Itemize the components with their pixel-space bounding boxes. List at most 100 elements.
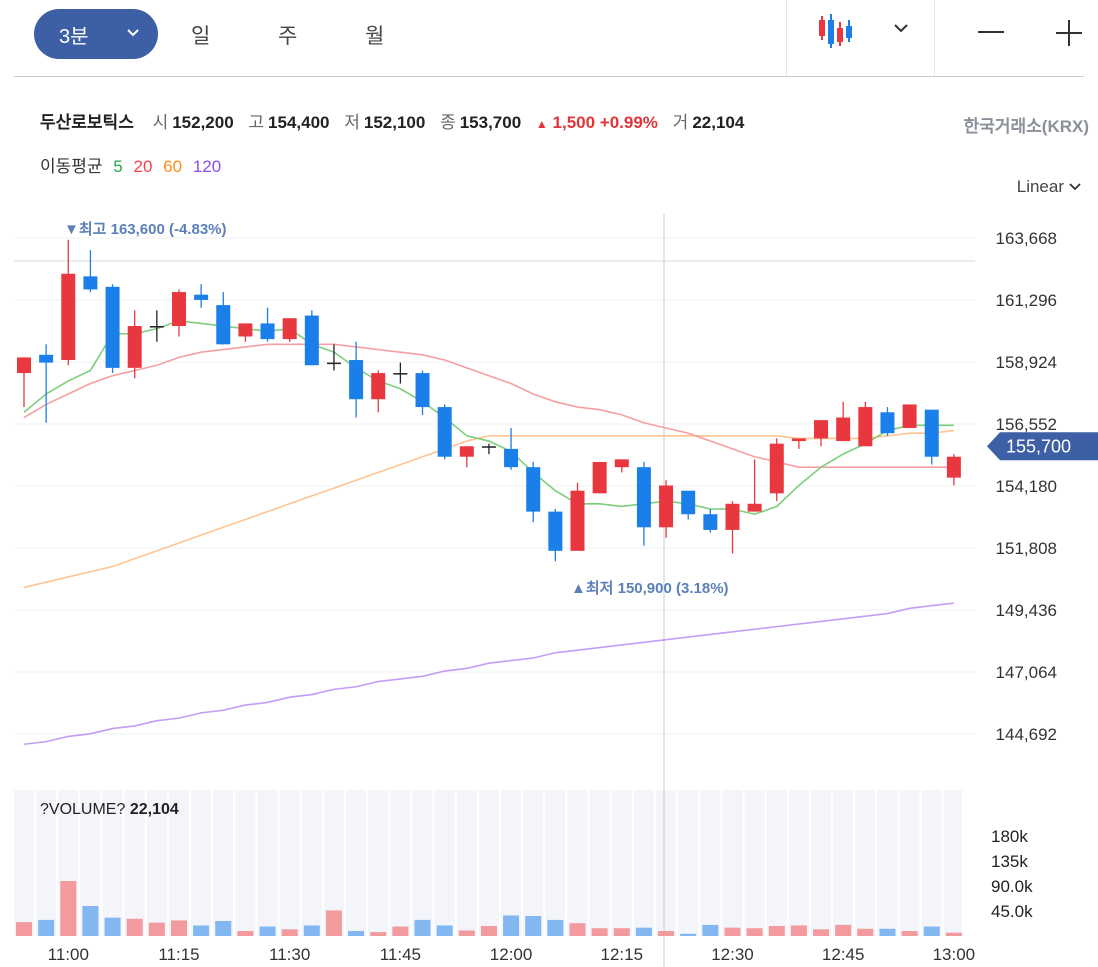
- candle-body: [415, 373, 430, 408]
- open-value: 152,200: [172, 113, 234, 132]
- chevron-down-icon: [1069, 183, 1081, 191]
- tab-week[interactable]: 주: [278, 25, 298, 48]
- candle-body: [83, 276, 98, 290]
- volume-bar: [303, 925, 320, 936]
- low-label: 저: [344, 113, 360, 132]
- close-label: 종: [440, 113, 456, 132]
- volume-value: 22,104: [692, 113, 745, 132]
- tab-month[interactable]: 월: [365, 25, 385, 48]
- ma-20: 20: [133, 157, 153, 176]
- scale-selector[interactable]: Linear: [1017, 177, 1086, 197]
- volume-bar: [503, 915, 520, 936]
- minus-icon[interactable]: [976, 20, 1006, 44]
- candle-body: [548, 511, 563, 551]
- high-annotation: ▼최고 163,600 (-4.83%): [64, 220, 227, 238]
- volume-bar: [591, 928, 608, 936]
- ma-5: 5: [113, 157, 123, 176]
- y-tick-label: 158,924: [996, 353, 1057, 372]
- moving-average-legend[interactable]: 이동평균 5 20 60 120: [40, 152, 227, 177]
- candle-body: [504, 448, 519, 468]
- candle-body: [681, 490, 696, 515]
- volume-legend: ?VOLUME? 22,104: [40, 801, 179, 819]
- candle-body: [194, 294, 209, 300]
- close-value: 153,700: [459, 113, 522, 132]
- candle-body: [238, 323, 253, 337]
- toolbar-divider: [934, 0, 935, 76]
- toolbar-divider-line: [14, 76, 1084, 77]
- candle-body: [17, 357, 31, 374]
- candle-body: [437, 407, 452, 457]
- candle-body: [814, 420, 829, 439]
- x-tick-label: 11:00: [48, 945, 89, 964]
- y-tick-label: 163,668: [996, 229, 1057, 248]
- ma5-line: [23, 319, 954, 516]
- candle-body: [149, 326, 164, 328]
- tab-day[interactable]: 일: [191, 25, 211, 48]
- volume-bar: [126, 918, 143, 936]
- x-tick-label: 13:00: [933, 945, 976, 964]
- x-tick-label: 12:45: [822, 945, 865, 964]
- candle-body: [304, 315, 319, 366]
- candle-body: [349, 360, 364, 400]
- x-tick-label: 12:30: [711, 945, 754, 964]
- volume-legend-value: 22,104: [129, 801, 179, 818]
- toolbar-divider: [786, 0, 787, 76]
- y-tick-label: 149,436: [996, 601, 1057, 620]
- toolbar: 3분 일 주 월: [0, 0, 1098, 76]
- scale-label: Linear: [1016, 177, 1064, 196]
- candlestick-icon[interactable]: [815, 12, 859, 52]
- volume-bar: [414, 919, 431, 936]
- candle-body: [326, 362, 341, 365]
- volume-tick-label: 90.0k: [991, 877, 1033, 896]
- volume-bar: [16, 922, 32, 936]
- candle-body: [791, 438, 806, 442]
- volume-bar: [724, 927, 741, 936]
- period-selector-button[interactable]: 3분: [34, 9, 158, 59]
- volume-bar: [215, 921, 232, 936]
- x-tick-label: 12:15: [601, 945, 644, 964]
- volume-bar: [392, 926, 409, 936]
- candle-body: [570, 490, 585, 551]
- volume-bar: [768, 926, 785, 936]
- y-tick-label: 144,692: [996, 725, 1057, 744]
- volume-bar: [879, 928, 896, 936]
- plus-icon[interactable]: [1054, 18, 1084, 48]
- volume-bar: [790, 925, 807, 936]
- y-tick-label: 161,296: [996, 291, 1057, 310]
- ma120-line: [23, 602, 954, 746]
- volume-bar: [325, 910, 342, 936]
- candle-body: [592, 461, 607, 494]
- high-label: 고: [248, 113, 265, 132]
- x-tick-label: 11:30: [269, 945, 310, 964]
- exchange-label: 한국거래소(KRX): [963, 117, 1089, 136]
- volume-legend-label: ?VOLUME?: [40, 801, 126, 818]
- volume-bar: [857, 928, 874, 936]
- candle-body: [902, 404, 917, 428]
- candle-body: [105, 286, 120, 368]
- candle-body: [659, 485, 674, 528]
- candle-body: [260, 323, 275, 340]
- chevron-down-icon: [127, 29, 139, 37]
- low-value: 152,100: [363, 113, 426, 132]
- volume-bar: [458, 930, 475, 936]
- candle-body: [924, 409, 939, 457]
- candle-body: [216, 305, 231, 345]
- volume-bar: [702, 924, 719, 936]
- open-label: 시: [152, 113, 169, 132]
- volume-bar: [746, 928, 763, 936]
- volume-pane-background: [14, 790, 962, 936]
- change-value: 1,500: [552, 113, 596, 132]
- volume-bar: [170, 920, 187, 936]
- volume-label: 거: [672, 113, 689, 132]
- volume-bar: [237, 931, 254, 936]
- volume-bar: [923, 926, 940, 936]
- volume-bar: [569, 923, 586, 936]
- volume-bar: [348, 931, 365, 936]
- chart-type-chevron-icon[interactable]: [890, 18, 912, 38]
- candle-body: [703, 514, 718, 530]
- volume-tick-label: 135k: [991, 852, 1028, 871]
- volume-bar: [281, 929, 298, 936]
- candle-body: [858, 407, 873, 447]
- candle-body: [371, 373, 386, 400]
